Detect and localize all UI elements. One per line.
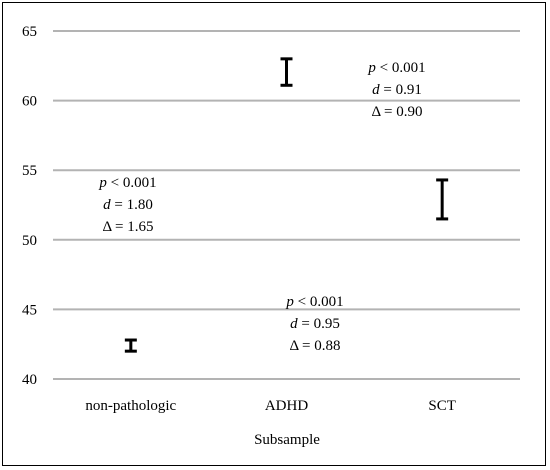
x-tick-non-pathologic: non-pathologic — [85, 398, 176, 414]
annotation-adhdvssct-delta: Δ = 0.90 — [371, 104, 422, 120]
chart-frame — [2, 2, 546, 466]
annotation-npvssct-delta: Δ = 0.88 — [289, 338, 340, 354]
y-tick-55: 55 — [22, 163, 37, 179]
error-bars — [124, 57, 449, 353]
annotation-npvsadhd: p < 0.001 d = 1.80 Δ = 1.65 — [98, 175, 156, 235]
annotation-adhdvssct-p: p < 0.001 — [367, 60, 425, 76]
annotation-npvsadhd-p: p < 0.001 — [98, 175, 156, 191]
gridlines — [53, 30, 520, 380]
y-tick-60: 60 — [22, 94, 37, 110]
y-tick-40: 40 — [22, 372, 37, 388]
x-tick-labels: non-pathologic ADHD SCT — [85, 398, 456, 414]
error-bar-adhd — [280, 57, 293, 87]
annotation-adhdvssct: p < 0.001 d = 0.91 Δ = 0.90 — [367, 60, 425, 120]
annotation-npvssct-d: d = 0.95 — [290, 316, 340, 332]
annotation-npvssct-p: p < 0.001 — [285, 294, 343, 310]
y-tick-50: 50 — [22, 233, 37, 249]
annotation-npvsadhd-d: d = 1.80 — [103, 197, 153, 213]
error-bar-non-pathologic — [124, 338, 137, 353]
annotation-npvssct: p < 0.001 d = 0.95 Δ = 0.88 — [285, 294, 343, 354]
x-axis-label: Subsample — [254, 432, 320, 448]
annotation-npvsadhd-delta: Δ = 1.65 — [102, 219, 153, 235]
x-tick-adhd: ADHD — [265, 398, 308, 414]
y-tick-labels: 40 45 50 55 60 65 — [22, 24, 37, 388]
error-bar-sct — [436, 178, 449, 221]
y-tick-65: 65 — [22, 24, 37, 40]
x-tick-sct: SCT — [428, 398, 456, 414]
annotation-adhdvssct-d: d = 0.91 — [372, 82, 422, 98]
y-tick-45: 45 — [22, 302, 37, 318]
